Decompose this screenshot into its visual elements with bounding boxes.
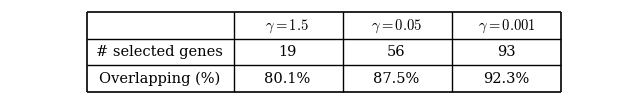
- Text: $\gamma = 0.001$: $\gamma = 0.001$: [477, 17, 536, 35]
- Text: 92.3%: 92.3%: [483, 72, 530, 86]
- Text: 56: 56: [387, 45, 406, 59]
- Text: # selected genes: # selected genes: [96, 45, 223, 59]
- Text: 80.1%: 80.1%: [264, 72, 310, 86]
- Text: $\gamma = 1.5$: $\gamma = 1.5$: [265, 17, 309, 35]
- Text: Overlapping (%): Overlapping (%): [99, 71, 220, 86]
- Text: 93: 93: [497, 45, 516, 59]
- Text: 19: 19: [278, 45, 296, 59]
- Text: $\gamma = 0.05$: $\gamma = 0.05$: [371, 17, 422, 35]
- Text: 87.5%: 87.5%: [373, 72, 419, 86]
